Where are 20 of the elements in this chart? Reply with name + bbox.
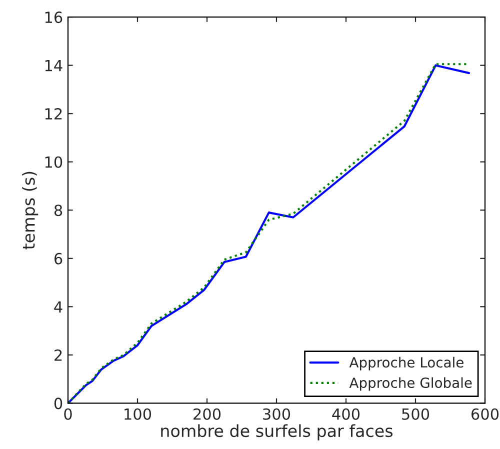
x-tick-label: 200 [194, 408, 221, 420]
y-tick-label: 10 [45, 156, 62, 168]
y-tick-label: 4 [54, 301, 62, 312]
y-axis-title: temps (s) [22, 172, 38, 250]
y-tick-label: 0 [54, 398, 62, 410]
x-tick-label: 500 [402, 408, 430, 420]
y-tick-label: 8 [54, 204, 62, 216]
y-tick-label: 6 [54, 252, 62, 264]
x-tick-label: 400 [332, 408, 360, 420]
legend-label: Approche Globale [349, 377, 472, 391]
y-tick-label: 14 [45, 60, 62, 72]
y-tick-label: 2 [54, 349, 62, 361]
y-tick-label: 16 [45, 12, 62, 24]
x-tick-label: 300 [263, 408, 290, 420]
legend-label: Approche Locale [349, 356, 464, 370]
x-axis-title: nombre de surfels par faces [161, 424, 393, 440]
x-tick-label: 100 [124, 408, 152, 420]
y-tick-label: 12 [45, 108, 62, 120]
x-tick-label: 600 [471, 408, 499, 420]
x-tick-label: 0 [64, 408, 72, 420]
